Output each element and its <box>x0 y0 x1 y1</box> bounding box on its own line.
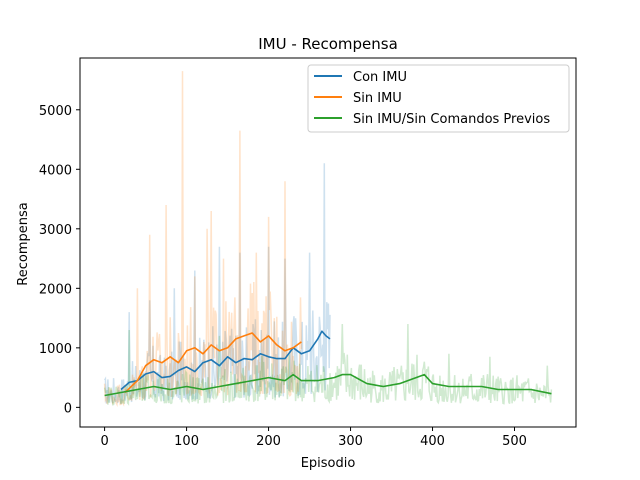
series-line-1 <box>124 332 302 394</box>
raw-series-0 <box>103 163 331 404</box>
series-line-2 <box>104 373 552 397</box>
legend-entry: Sin IMU/Sin Comandos Previos <box>353 112 550 127</box>
y-tick-label: 3000 <box>39 223 72 238</box>
y-tick-label: 1000 <box>39 342 72 357</box>
x-tick-label: 100 <box>174 434 199 449</box>
series-line-0 <box>120 330 331 391</box>
y-tick-label: 5000 <box>39 104 72 119</box>
plot-frame <box>79 57 577 428</box>
raw-noise-layer <box>103 71 553 408</box>
x-tick-label: 0 <box>100 434 108 449</box>
chart-title: IMU - Recompensa <box>258 35 398 53</box>
x-tick-label: 300 <box>338 434 363 449</box>
legend: Con IMU Sin IMU Sin IMU/Sin Comandos Previ… <box>307 64 570 133</box>
y-tick-label: 2000 <box>39 282 72 297</box>
y-tick-label: 4000 <box>39 163 72 178</box>
legend-box <box>307 64 570 133</box>
legend-entry: Con IMU <box>353 70 407 85</box>
smoothed-lines-layer <box>104 330 552 397</box>
raw-series-2 <box>103 323 553 406</box>
y-tick-label: 0 <box>64 401 72 416</box>
legend-entry: Sin IMU <box>353 91 402 106</box>
y-axis-label: Recompensa <box>16 202 31 285</box>
x-axis-label: Episodio <box>301 456 356 471</box>
x-tick-label: 400 <box>420 434 445 449</box>
x-tick-label: 500 <box>502 434 527 449</box>
x-tick-label: 200 <box>256 434 281 449</box>
raw-series-1 <box>103 71 303 408</box>
